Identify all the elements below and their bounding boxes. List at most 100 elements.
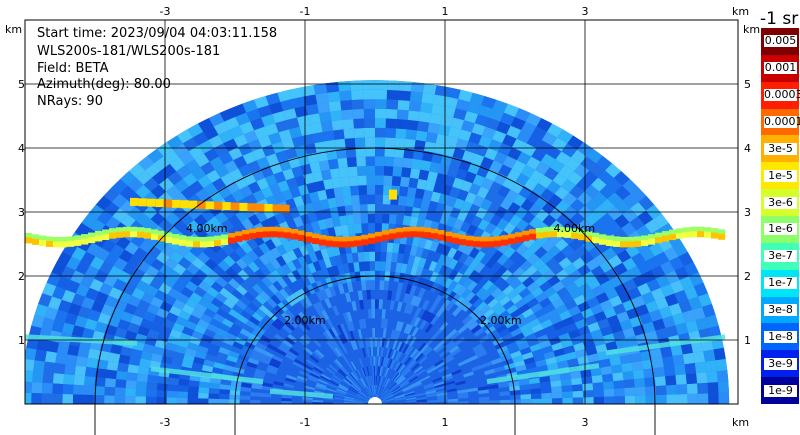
radar-cell — [228, 147, 243, 161]
radar-cell — [345, 147, 357, 158]
radar-cell — [346, 392, 356, 397]
radar-cell — [409, 216, 419, 227]
radar-cell — [335, 390, 346, 396]
radar-cell — [361, 289, 368, 300]
radar-cell — [394, 393, 405, 398]
radar-cell — [371, 308, 375, 319]
radar-cell — [172, 219, 187, 232]
band-cell — [627, 236, 635, 244]
radar-cell — [582, 383, 594, 391]
radar-cell — [287, 333, 298, 343]
radar-cell — [254, 368, 267, 376]
radar-cell — [426, 398, 438, 401]
band-cell — [109, 232, 117, 239]
band-cell — [347, 241, 355, 248]
radar-cell — [447, 401, 459, 404]
radar-cell — [514, 298, 527, 309]
radar-cell — [247, 160, 261, 173]
band-cell — [281, 204, 290, 213]
radar-cell — [181, 326, 195, 337]
radar-cell — [567, 135, 584, 150]
radar-cell — [407, 254, 416, 266]
radar-cell — [637, 210, 654, 225]
radar-cell — [471, 153, 485, 166]
radar-cell — [288, 369, 299, 376]
radar-cell — [397, 99, 410, 111]
radar-cell — [334, 347, 342, 357]
radar-cell — [522, 276, 535, 288]
radar-cell — [117, 270, 132, 284]
radar-cell — [392, 339, 398, 350]
radar-cell — [377, 385, 381, 395]
radar-cell — [261, 144, 276, 157]
radar-cell — [368, 346, 372, 357]
radar-cell — [403, 313, 411, 324]
radar-cell — [219, 384, 231, 391]
radar-cell — [358, 379, 365, 388]
radar-cell — [718, 392, 730, 404]
radar-cell — [261, 385, 273, 391]
radar-cell — [281, 274, 293, 286]
radar-cell — [334, 274, 343, 285]
band-cell — [200, 236, 208, 244]
radar-cell — [510, 350, 522, 359]
colorbar-label: 3e-8 — [764, 304, 797, 316]
radar-cell — [419, 102, 433, 114]
radar-cell — [392, 242, 400, 254]
radar-cell — [375, 137, 386, 147]
radar-cell — [119, 185, 136, 201]
radar-cell — [382, 377, 387, 387]
radar-cell — [228, 308, 241, 319]
radar-cell — [367, 376, 371, 386]
radar-cell — [325, 188, 336, 200]
radar-cell — [522, 327, 535, 338]
radar-cell — [369, 385, 373, 395]
radar-cell — [600, 365, 613, 375]
radar-cell — [400, 322, 408, 333]
radar-cell — [351, 252, 359, 263]
radar-cell — [551, 298, 565, 309]
radar-cell — [384, 396, 395, 401]
radar-cell — [539, 280, 552, 293]
radar-cell — [381, 213, 390, 224]
radar-cell — [666, 394, 678, 404]
radar-cell — [272, 280, 284, 292]
radar-cell — [372, 365, 374, 376]
radar-cell — [360, 357, 365, 368]
radar-cell — [295, 377, 307, 384]
radar-cell — [393, 391, 404, 397]
radar-cell — [250, 392, 262, 397]
radar-cell — [356, 369, 363, 379]
radar-cell — [408, 376, 419, 383]
radar-cell — [377, 356, 381, 367]
radar-cell — [342, 312, 350, 323]
radar-cell — [337, 283, 345, 295]
radar-cell — [368, 375, 372, 386]
band-cell — [718, 233, 726, 240]
radar-cell — [493, 365, 506, 373]
radar-cell — [303, 346, 314, 356]
radar-cell — [562, 397, 573, 404]
radar-cell — [200, 221, 215, 235]
radar-cell — [274, 317, 286, 328]
radar-cell — [519, 323, 532, 333]
radar-cell — [694, 361, 707, 374]
radar-cell — [418, 356, 428, 365]
radar-cell — [452, 249, 464, 262]
radar-cell — [610, 364, 623, 374]
radar-cell — [145, 396, 157, 404]
radar-cell — [447, 247, 458, 259]
radar-cell — [503, 336, 516, 346]
radar-cell — [284, 147, 298, 160]
radar-cell — [230, 262, 243, 274]
radar-cell — [394, 340, 400, 351]
radar-cell — [347, 166, 358, 177]
radar-cell — [508, 345, 520, 355]
radar-cell — [510, 116, 526, 131]
radar-cell — [582, 270, 596, 283]
radar-cell — [260, 334, 272, 344]
band-cell — [25, 237, 33, 244]
radar-cell — [202, 292, 215, 303]
radar-cell — [371, 385, 374, 395]
radar-cell — [317, 380, 328, 387]
